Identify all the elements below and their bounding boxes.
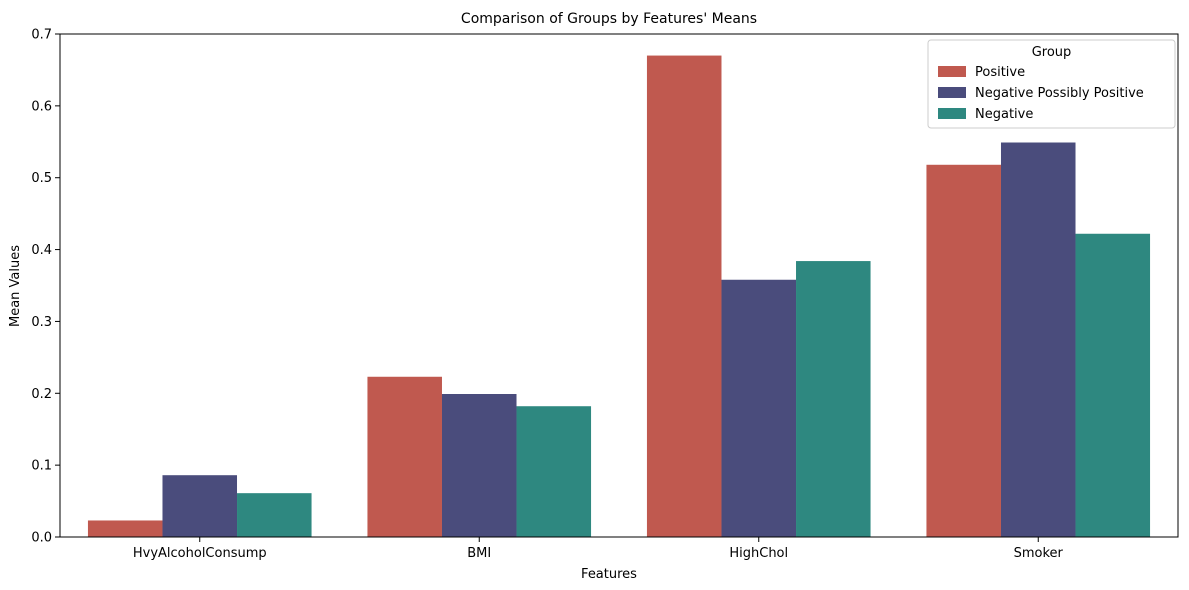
legend-box — [927, 39, 1176, 129]
legend-swatch — [938, 87, 966, 98]
legend-title: Group — [1032, 45, 1072, 60]
y-tick-label: 0.6 — [31, 99, 52, 114]
bar-negative-possibly-positive-highchol — [721, 279, 797, 537]
y-tick-label: 0.5 — [31, 171, 52, 186]
x-tick-label: BMI — [467, 546, 491, 561]
bar-negative-possibly-positive-hvyalcoholconsump — [162, 475, 238, 537]
x-tick-label: HvyAlcoholConsump — [133, 546, 267, 561]
bar-positive-highchol — [646, 55, 722, 538]
legend-entry: Negative — [975, 107, 1033, 122]
x-tick-label: Smoker — [1014, 546, 1064, 561]
y-tick-label: 0.1 — [31, 459, 52, 474]
legend-entry: Negative Possibly Positive — [975, 86, 1144, 101]
x-axis-label: Features — [581, 567, 637, 582]
bar-positive-smoker — [926, 164, 1001, 537]
y-tick-label: 0.2 — [31, 387, 52, 402]
y-tick-label: 0.7 — [31, 28, 52, 43]
bar-negative-highchol — [796, 261, 871, 537]
bar-negative-bmi — [516, 406, 592, 537]
legend-swatch — [938, 66, 966, 77]
axes-frame — [59, 33, 1179, 538]
y-tick-label: 0.3 — [31, 315, 52, 330]
y-tick-label: 0.4 — [31, 243, 52, 258]
legend-entry: Positive — [975, 65, 1025, 80]
legend-swatch — [938, 108, 966, 119]
bar-negative-possibly-positive-smoker — [1000, 142, 1076, 537]
bar-negative-smoker — [1075, 233, 1151, 537]
bar-positive-bmi — [367, 376, 442, 537]
bar-negative-possibly-positive-bmi — [441, 394, 517, 537]
chart-title: Comparison of Groups by Features' Means — [461, 11, 757, 27]
legend: Group Positive Negative Possibly Positive N… — [927, 39, 1176, 129]
y-axis-label: Mean Values — [8, 245, 23, 327]
plot-area: 0.0 0.1 0.2 0.3 0.4 0.5 0.6 0.7 HvyAlcoholConsum… — [31, 28, 1179, 561]
bar-negative-hvyalcoholconsump — [237, 493, 312, 537]
y-tick-label: 0.0 — [31, 531, 52, 546]
bar-positive-hvyalcoholconsump — [87, 520, 163, 537]
x-tick-label: HighChol — [729, 546, 788, 561]
